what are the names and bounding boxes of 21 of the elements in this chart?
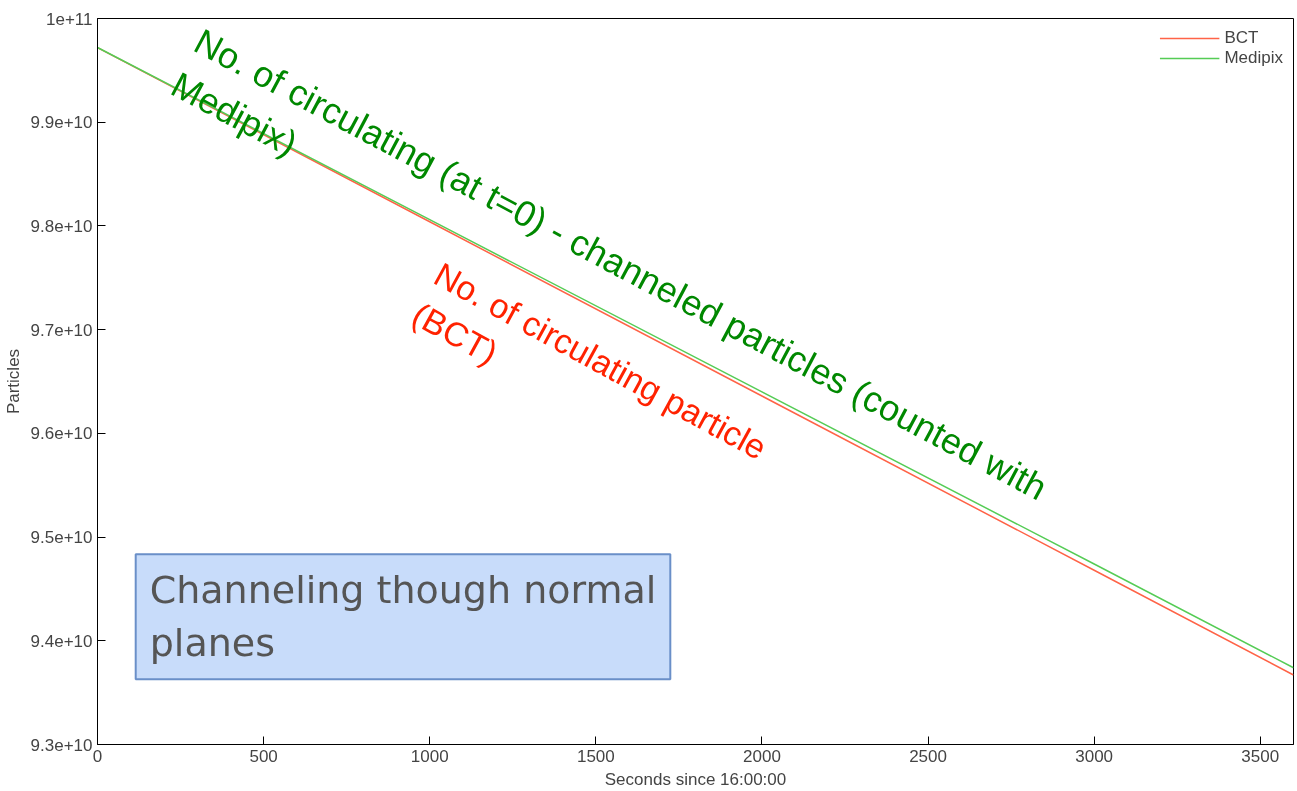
x-tick-label: 3000 <box>1075 746 1114 766</box>
legend-label: Medipix <box>1224 48 1283 68</box>
y-tick-label: 9.3e+10 <box>30 735 93 755</box>
x-axis-title: Seconds since 16:00:00 <box>604 769 787 789</box>
y-tick-label: 9.9e+10 <box>30 113 93 133</box>
y-tick-label: 1e+11 <box>46 9 93 29</box>
y-tick-label: 9.4e+10 <box>30 631 93 651</box>
x-tick-label: 1000 <box>410 746 449 766</box>
x-tick-label: 3500 <box>1241 746 1280 766</box>
x-tick-label: 2500 <box>909 746 947 766</box>
y-axis-title: Particles <box>3 348 23 415</box>
legend-label: BCT <box>1224 28 1259 48</box>
x-tick-label: 2000 <box>743 746 781 766</box>
x-tick-label: 0 <box>92 746 103 766</box>
y-tick-label: 9.6e+10 <box>30 424 93 444</box>
annotation: Channeling though normal planes <box>149 568 657 666</box>
y-tick-label: 9.8e+10 <box>30 216 93 236</box>
x-tick-label: 1500 <box>576 746 615 766</box>
y-tick-label: 9.7e+10 <box>30 320 93 340</box>
y-tick-label: 9.5e+10 <box>30 528 93 548</box>
x-tick-label: 500 <box>249 746 278 766</box>
